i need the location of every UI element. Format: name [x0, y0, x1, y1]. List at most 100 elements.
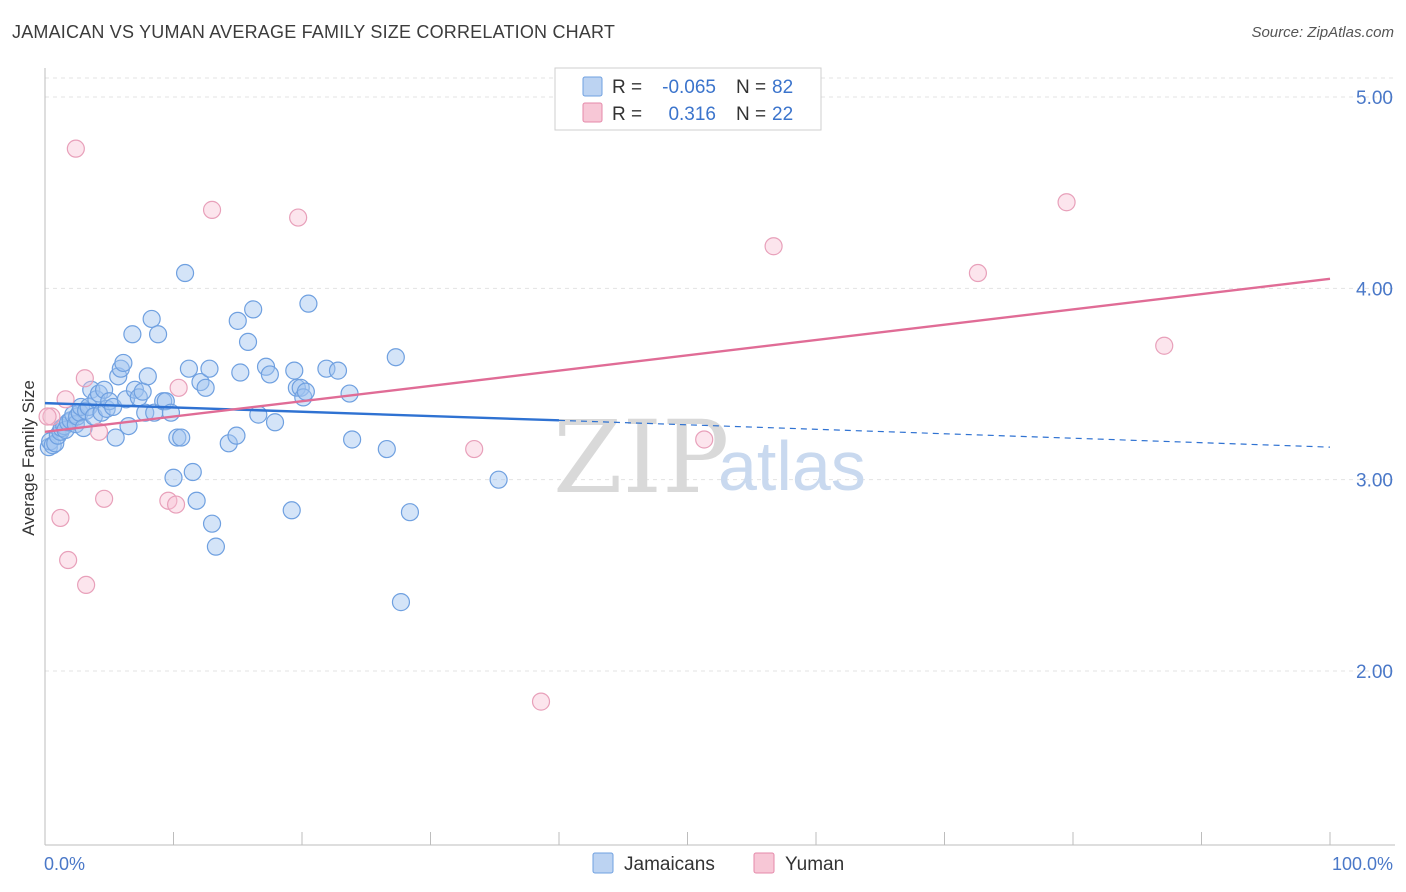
scatter-point-yuman [1057, 193, 1076, 212]
scatter-point-jamaicans [187, 491, 206, 510]
legend-n-label-1: N = [736, 77, 766, 98]
scatter-point-yuman [531, 692, 551, 711]
scatter-point-jamaicans [391, 593, 411, 612]
scatter-point-jamaicans [148, 325, 168, 344]
scatter-point-yuman [38, 407, 57, 426]
legend-n-label-2: N = [736, 104, 766, 125]
scatter-point-jamaicans [123, 325, 142, 344]
trend-line-jamaicans [44, 401, 560, 422]
watermark-atlas: atlas [718, 427, 866, 505]
scatter-point-yuman [56, 390, 75, 409]
scatter-point-jamaicans [133, 382, 152, 401]
y-tick-label: 5.00 [1356, 88, 1393, 109]
scatter-point-jamaicans [156, 392, 175, 411]
legend-r-label-1: R = [612, 77, 642, 98]
scatter-point-yuman [695, 430, 714, 449]
scatter-point-yuman [1155, 336, 1174, 355]
scatter-point-yuman [169, 378, 188, 397]
x-axis-ticks [44, 832, 1331, 845]
scatter-point-jamaicans [168, 428, 187, 447]
legend-swatch-yuman [582, 102, 603, 123]
watermark-zip: ZIP [553, 399, 729, 516]
scatter-point-jamaicans [244, 300, 263, 319]
scatter-point-yuman [75, 369, 94, 388]
x-tick-label-min: 0.0% [44, 854, 85, 874]
scatter-point-jamaicans [328, 361, 348, 380]
scatter-point-jamaicans [179, 359, 199, 378]
scatter-point-jamaicans [142, 309, 161, 329]
bottom-legend: Jamaicans Yuman [592, 852, 844, 875]
scatter-point-yuman [89, 422, 109, 441]
scatter-point-jamaicans [200, 359, 219, 378]
bottom-legend-label-jamaicans: Jamaicans [624, 854, 715, 875]
bottom-legend-label-yuman: Yuman [785, 854, 844, 875]
legend-r-label-2: R = [612, 104, 642, 125]
scatter-point-yuman [66, 139, 85, 158]
scatter-point-yuman [289, 208, 308, 227]
y-tick-labels: 2.00 3.00 4.00 5.00 [1356, 88, 1393, 683]
scatter-point-yuman [764, 237, 783, 256]
scatter-point-jamaicans [196, 378, 215, 397]
legend-r-value-1: -0.065 [662, 77, 716, 98]
scatter-point-jamaicans [249, 405, 268, 424]
scatter-point-jamaicans [164, 468, 183, 487]
legend-swatch-jamaicans [582, 76, 603, 97]
scatter-point-jamaicans [172, 428, 191, 447]
scatter-point-yuman [95, 489, 114, 508]
scatter-point-jamaicans [296, 382, 315, 401]
scatter-point-yuman [202, 200, 222, 219]
scatter-point-yuman [59, 550, 78, 570]
scatter-point-jamaicans [343, 430, 362, 449]
scatter-point-jamaicans [114, 353, 133, 373]
scatter-point-jamaicans [400, 503, 420, 522]
bottom-legend-swatch-yuman [753, 852, 775, 874]
scatter-point-jamaicans [95, 380, 114, 399]
scatter-point-jamaicans [317, 359, 336, 378]
scatter-point-jamaicans [138, 367, 157, 386]
scatter-point-jamaicans [183, 462, 202, 482]
chart-title: JAMAICAN VS YUMAN AVERAGE FAMILY SIZE CO… [12, 22, 616, 42]
scatter-point-jamaicans [489, 470, 508, 489]
scatter-point-jamaicans [231, 363, 250, 382]
scatter-point-yuman [465, 439, 484, 459]
scatter-point-jamaicans [43, 436, 62, 455]
scatter-point-yuman [51, 508, 70, 528]
scatter-point-jamaicans [340, 384, 359, 403]
legend-n-value-1: 82 [772, 77, 793, 98]
legend-n-value-2: 22 [772, 104, 793, 125]
y-tick-label: 3.00 [1356, 471, 1393, 492]
scatter-point-yuman [42, 407, 61, 426]
scatter-point-jamaicans [206, 537, 226, 556]
scatter-point-jamaicans [238, 332, 258, 352]
legend-r-value-2: 0.316 [668, 104, 716, 125]
scatter-point-jamaicans [260, 365, 279, 384]
scatter-point-jamaicans [377, 439, 396, 459]
scatter-point-jamaicans [299, 294, 318, 313]
scatter-point-jamaicans [386, 348, 405, 367]
y-tick-label: 2.00 [1356, 662, 1393, 683]
source-label: Source: ZipAtlas.com [1251, 24, 1394, 41]
scatter-point-jamaicans [287, 378, 306, 397]
bottom-legend-swatch-jamaicans [592, 852, 614, 874]
scatter-point-yuman [77, 575, 96, 595]
scatter-point-jamaicans [285, 361, 304, 380]
scatter-point-jamaicans [106, 428, 125, 447]
y-axis-label: Average Family Size [19, 380, 38, 536]
scatter-point-jamaicans [228, 311, 247, 330]
top-legend: R = -0.065 N = 82 R = 0.316 N = 22 [554, 67, 822, 131]
scatter-point-jamaicans [282, 501, 301, 520]
scatter-point-jamaicans [219, 434, 238, 453]
scatter-point-jamaicans [265, 413, 285, 432]
trend-line-extension-jamaicans [558, 419, 1331, 448]
scatter-point-jamaicans [191, 372, 210, 392]
scatter-point-yuman [968, 263, 988, 283]
x-tick-label-max: 100.0% [1332, 854, 1393, 874]
trend-line-yuman [44, 277, 1331, 434]
scatter-point-jamaicans [175, 263, 195, 283]
scatter-point-yuman [166, 495, 186, 514]
y-tick-label: 4.00 [1356, 279, 1393, 300]
scatter-point-jamaicans [202, 514, 222, 533]
scatter-point-jamaicans [227, 426, 246, 445]
trend-lines [44, 277, 1331, 448]
